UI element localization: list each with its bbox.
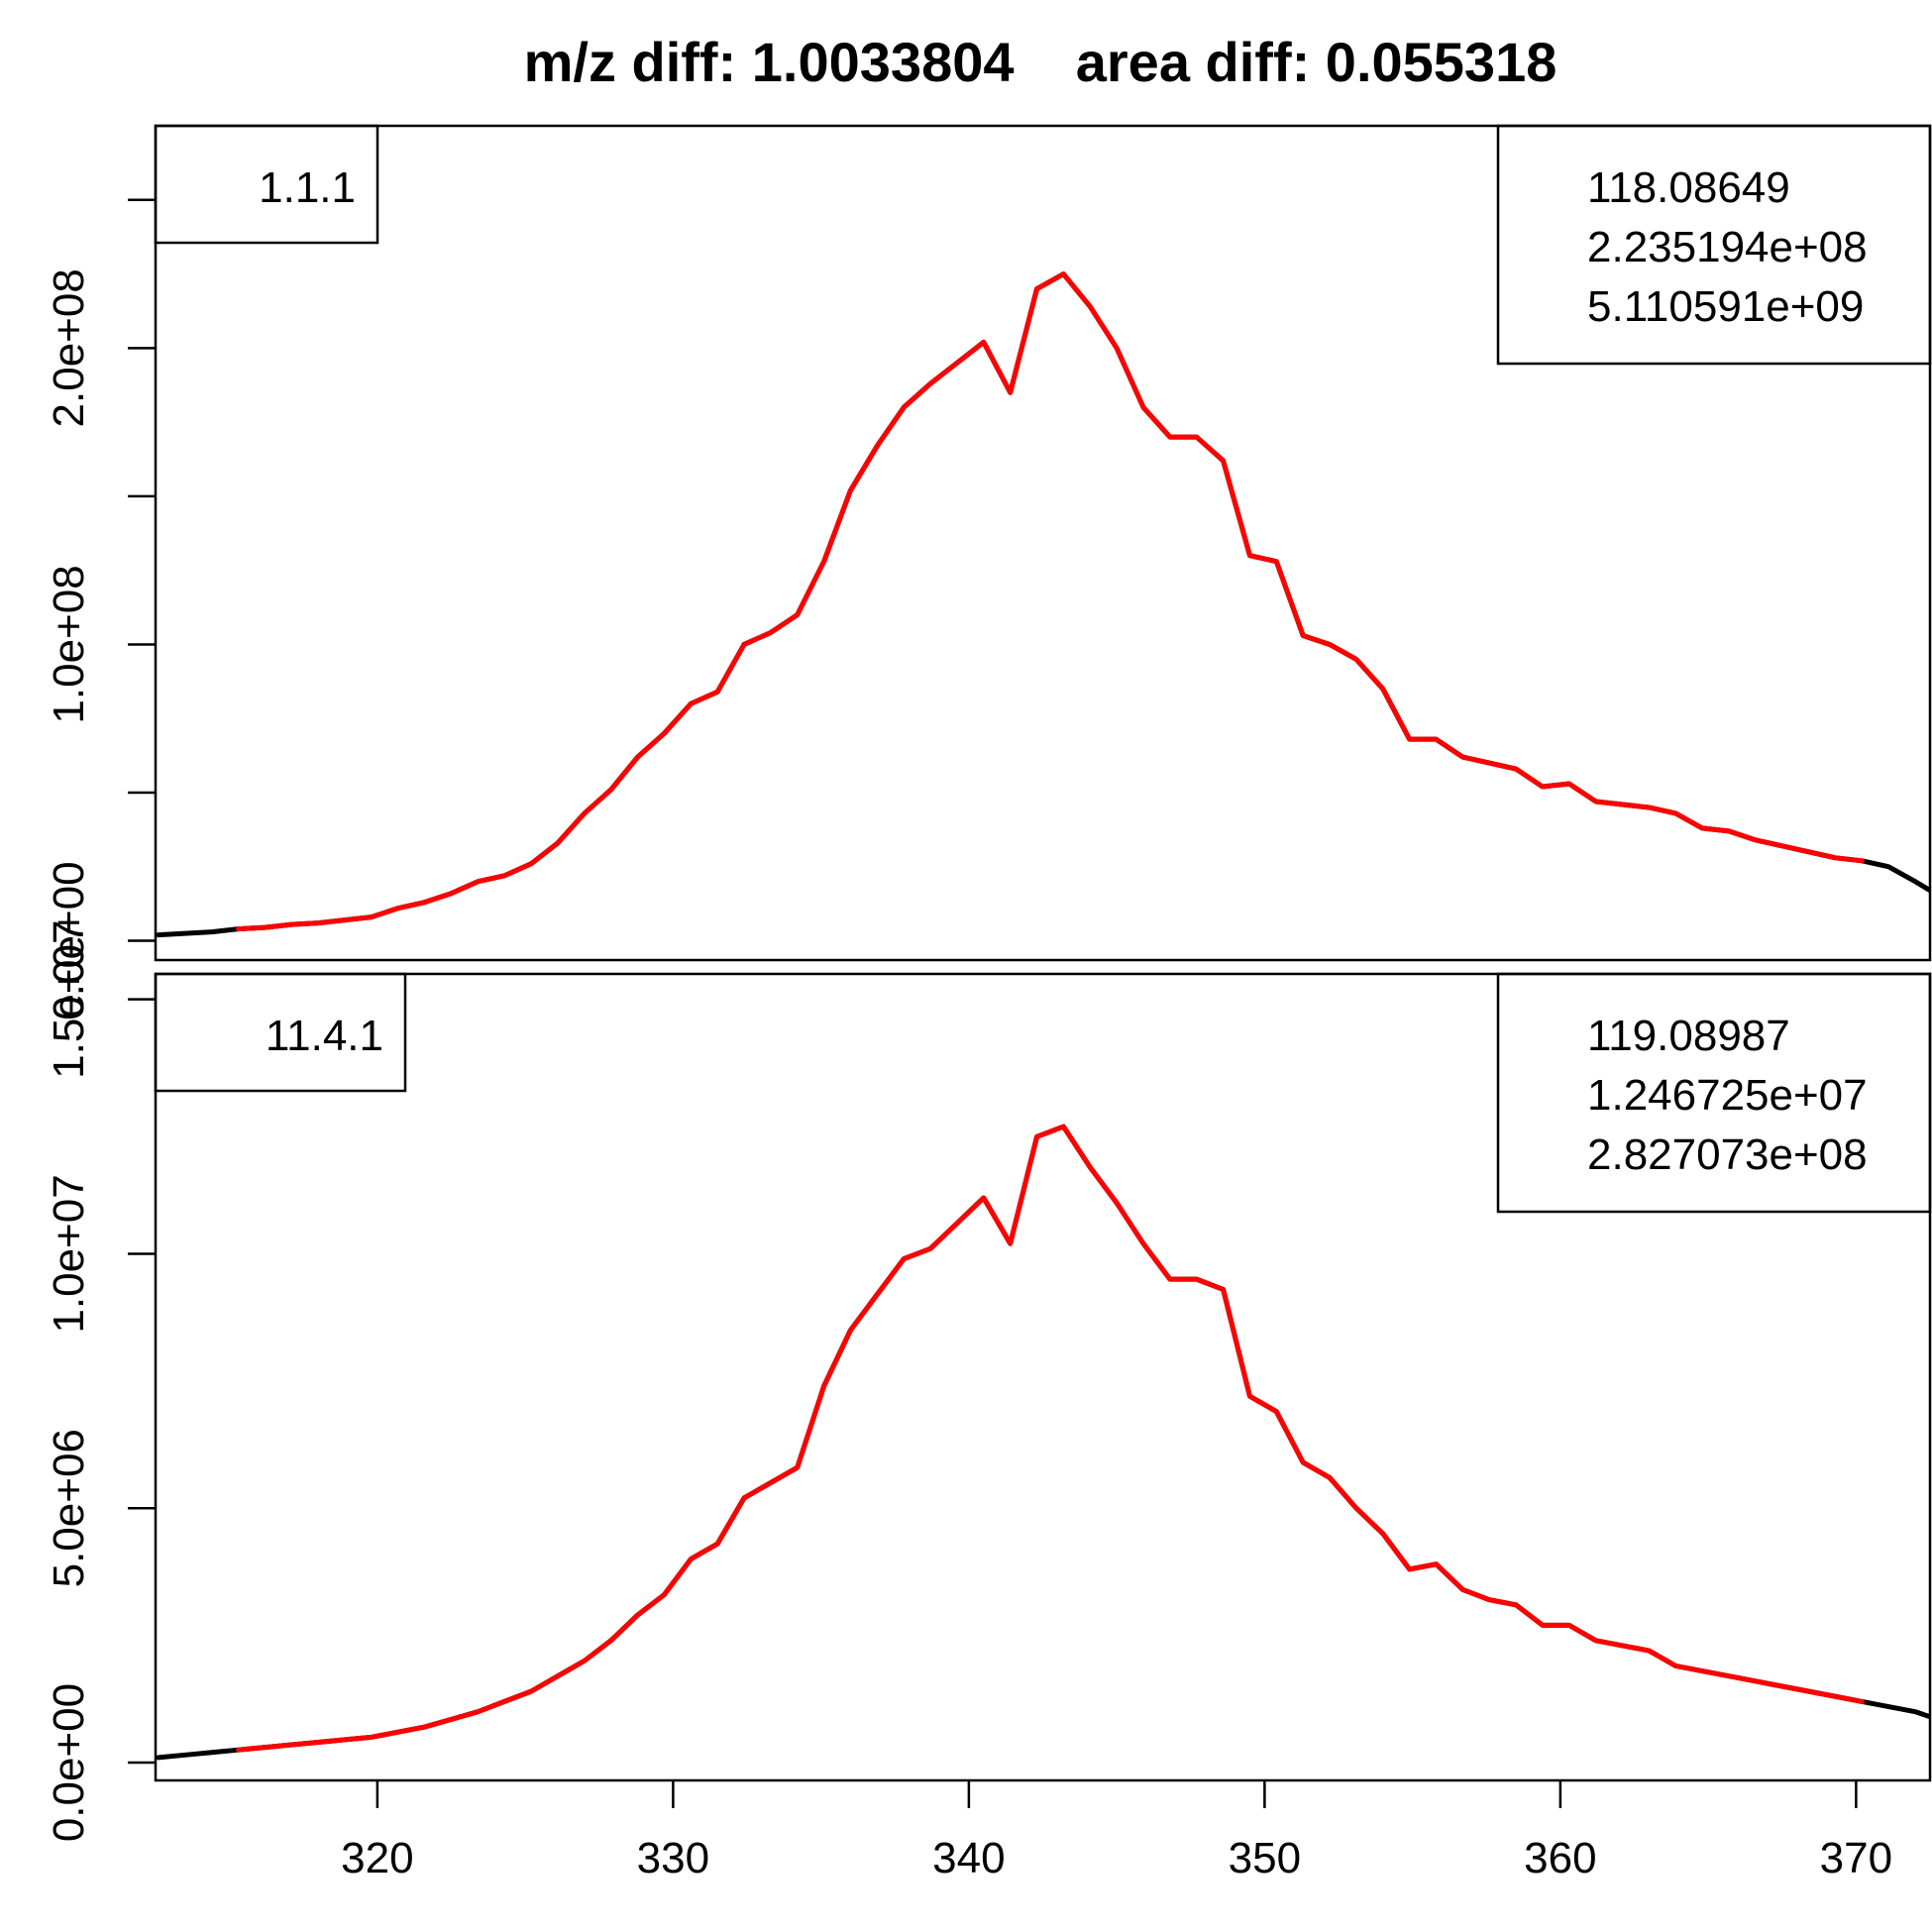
y-tick-label: 0.0e+00 (45, 1683, 93, 1842)
y-tick-label: 1.0e+08 (45, 565, 93, 723)
panel-frame (154, 972, 1932, 1782)
panel-label-box (154, 124, 379, 245)
legend-entry: 1.246725e+07 (1587, 1071, 1868, 1120)
panel-2: 0.0e+00 5.0e+06 1.0e+07 1.5e+07 11.4.1 119.08… (45, 920, 1932, 1842)
chart-title: m/z diff: 1.0033804 area diff: 0.055318 (524, 31, 1557, 93)
legend-box (1496, 972, 1932, 1214)
legend-box (1496, 124, 1932, 366)
y-tick-label: 5.0e+06 (45, 1429, 93, 1587)
panel-label-box (154, 972, 407, 1093)
x-tick-label: 330 (637, 1834, 709, 1882)
legend-entry: 119.08987 (1587, 1012, 1790, 1060)
y-tick-label: 1.5e+07 (45, 920, 93, 1079)
x-tick-label: 370 (1820, 1834, 1892, 1882)
x-tick-label: 350 (1229, 1834, 1301, 1882)
y-tick-label: 2.0e+08 (45, 268, 93, 427)
legend-entry: 118.08649 (1587, 163, 1790, 212)
series-line (156, 271, 1930, 938)
panels: 0.0e+00 1.0e+08 2.0e+08 1.1.1 118.08649 2.235… (45, 124, 1932, 1842)
panel-frame (154, 124, 1932, 962)
series-group (156, 1124, 1930, 1761)
panel-1: 0.0e+00 1.0e+08 2.0e+08 1.1.1 118.08649 2.235… (45, 124, 1932, 1020)
legend-entry: 2.235194e+08 (1587, 223, 1868, 271)
series-group (156, 271, 1930, 938)
series-highlight (236, 271, 1865, 932)
x-tick-label: 320 (341, 1834, 413, 1882)
legend-entry: 5.110591e+09 (1587, 282, 1864, 331)
series-highlight (236, 1124, 1865, 1753)
panel-label: 11.4.1 (266, 1012, 383, 1060)
x-tick-label: 340 (932, 1834, 1005, 1882)
x-tick-label: 360 (1524, 1834, 1596, 1882)
y-tick-label: 1.0e+07 (45, 1174, 93, 1333)
y-tick-label: 0.0e+00 (45, 861, 93, 1020)
panel-label: 1.1.1 (259, 163, 356, 212)
legend-entry: 2.827073e+08 (1587, 1130, 1868, 1179)
series-line (156, 1124, 1930, 1761)
x-axis: 320 330 340 350 360 370 (341, 1780, 1892, 1882)
